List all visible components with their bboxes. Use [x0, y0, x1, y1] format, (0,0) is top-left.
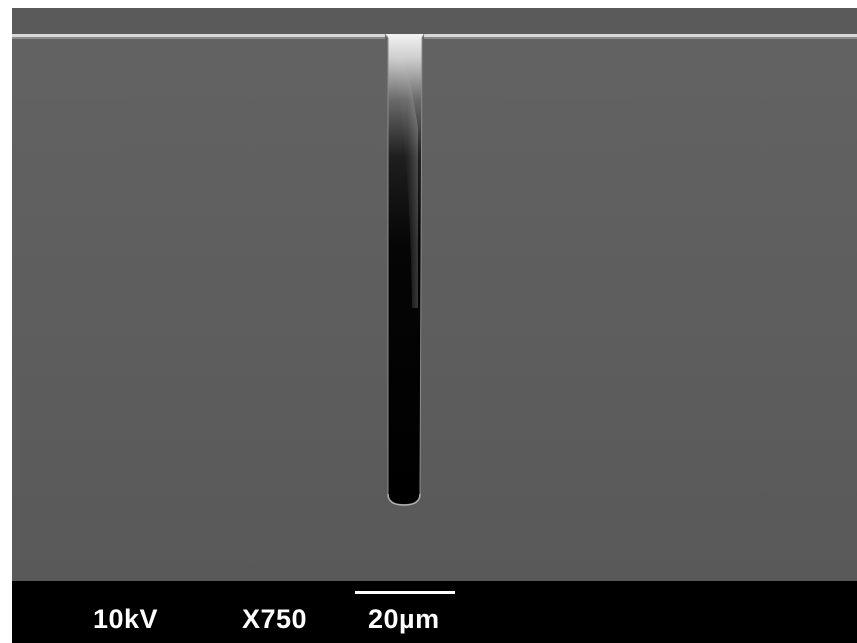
scale-bar [355, 591, 455, 594]
surface-edge-right [424, 34, 857, 37]
sem-micrograph-image [12, 8, 857, 581]
scale-bar-group: 20µm [355, 589, 455, 639]
trench-sidewall-highlight [392, 38, 418, 308]
scale-bar-label: 20µm [368, 604, 440, 634]
sem-micrograph-frame: 10kV X750 20µm [12, 8, 857, 643]
sample-background [12, 8, 857, 581]
sem-info-bar: 10kV X750 20µm [12, 581, 857, 643]
surface-edge-left [12, 34, 385, 37]
top-vacuum-region [12, 8, 857, 34]
magnification: X750 [242, 604, 308, 634]
accelerating-voltage: 10kV [93, 604, 159, 634]
trench-bottom [387, 493, 421, 506]
